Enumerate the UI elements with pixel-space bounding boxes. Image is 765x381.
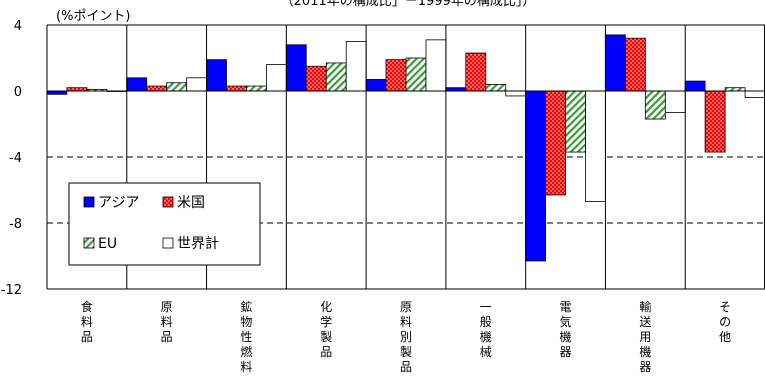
category-label: 輸送用機器 — [639, 299, 651, 374]
bar-8-3 — [744, 90, 765, 98]
y-axis-ticks: 4 0 -4 -8 -12 — [1, 19, 22, 298]
bar-2-2 — [246, 85, 267, 92]
category-label: その他 — [719, 300, 731, 344]
bar-3-1 — [305, 65, 327, 92]
category-labels: 食料品 原料品 鉱物性燃料 化学製品 原料別製品 一般機械 電気機器 輸送用機器 その他 — [81, 299, 731, 374]
bar-5-3 — [505, 90, 527, 97]
chart-title: （2011年の構成比」－1999年の構成比」） — [281, 0, 536, 9]
category-label: 原料品 — [161, 300, 173, 344]
legend-label-1: 米国 — [177, 195, 205, 211]
category-label: 化学製品 — [320, 300, 332, 359]
bar-2-3 — [266, 64, 287, 92]
bar-6-0 — [525, 90, 546, 262]
bar-6-3 — [585, 90, 606, 202]
bar-2-0 — [206, 59, 227, 92]
bar-4-3 — [425, 39, 447, 92]
bar-6-2 — [565, 90, 586, 153]
legend-swatch-0 — [83, 196, 95, 208]
bar-8-0 — [684, 80, 706, 92]
bar-5-1 — [465, 52, 487, 92]
bar-7-2 — [644, 90, 666, 120]
bar-1-3 — [186, 77, 208, 92]
category-label: 原料別製品 — [400, 300, 412, 374]
category-label: 食料品 — [81, 299, 93, 344]
y-tick-label: -8 — [9, 217, 22, 232]
bar-8-1 — [704, 90, 726, 153]
bar-4-1 — [385, 59, 407, 92]
bar-7-1 — [624, 37, 646, 92]
bar-4-2 — [405, 57, 427, 92]
bar-5-2 — [485, 84, 507, 92]
legend-swatch-2 — [83, 237, 95, 249]
category-label: 一般機械 — [480, 300, 492, 359]
bar-7-0 — [604, 34, 626, 92]
bar-3-0 — [285, 44, 307, 92]
y-tick-label: -4 — [9, 151, 22, 166]
bar-6-1 — [545, 90, 566, 196]
bar-2-1 — [226, 85, 247, 92]
category-label: 鉱物性燃料 — [240, 299, 252, 374]
bar-7-3 — [664, 90, 686, 113]
legend-label-3: 世界計 — [177, 236, 219, 252]
bar-1-0 — [126, 77, 148, 92]
bar-3-3 — [345, 41, 367, 92]
category-label: 電気機器 — [560, 300, 572, 359]
y-tick-label: -12 — [1, 283, 22, 298]
bar-3-2 — [325, 62, 347, 92]
bar-4-0 — [365, 79, 387, 92]
legend-swatch-1 — [162, 196, 174, 208]
legend-label-2: EU — [98, 236, 117, 252]
legend-swatch-3 — [162, 237, 174, 249]
bar-1-2 — [166, 82, 188, 92]
y-tick-label: 4 — [14, 19, 22, 34]
y-tick-label: 0 — [14, 85, 22, 100]
legend-label-0: アジア — [98, 195, 139, 211]
bars — [46, 34, 765, 262]
legend: アジア 米国 EU 世界計 — [68, 182, 261, 266]
bar-1-1 — [146, 85, 168, 92]
y-axis-unit-label: (%ポイント) — [56, 9, 131, 24]
